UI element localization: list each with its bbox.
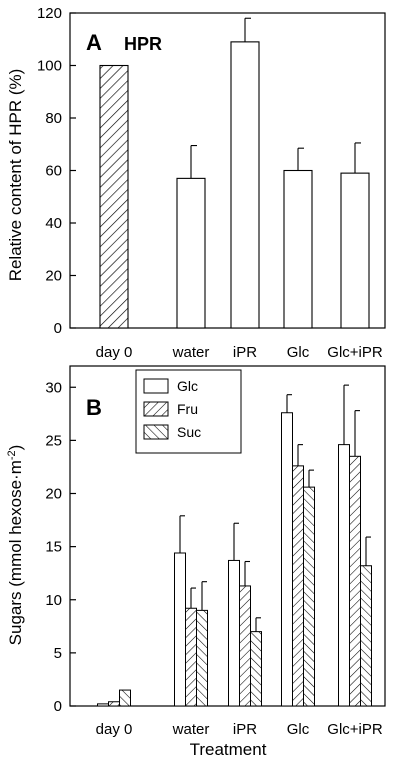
x-tick-label: Glc <box>287 344 310 361</box>
bar-fru <box>108 701 120 707</box>
panel-b-xlabel: Treatment <box>190 740 267 759</box>
x-tick-label: Glc <box>287 721 310 738</box>
bar-suc <box>119 689 131 707</box>
bar-fru <box>349 455 361 707</box>
x-tick-label: water <box>172 721 210 738</box>
bar <box>230 41 260 329</box>
x-tick-label: day 0 <box>96 344 133 361</box>
y-tick-label: 25 <box>45 432 62 449</box>
bar <box>340 172 370 329</box>
bar <box>176 177 206 329</box>
legend-swatch <box>143 424 169 440</box>
x-tick-label: iPR <box>233 344 257 361</box>
y-tick-label: 5 <box>54 645 62 662</box>
panel-b: B Sugars (mmol hexose·m-2) Treatment 0 5 1… <box>6 365 386 759</box>
y-tick-label: 30 <box>45 379 62 396</box>
y-tick-label: 20 <box>45 486 62 503</box>
panel-a: A HPR Relative content of HPR (%) 0 20 40 6… <box>6 5 386 361</box>
y-tick-label: 120 <box>37 5 62 22</box>
bar-glc <box>97 703 109 707</box>
bar-fru <box>239 585 251 707</box>
legend-swatch <box>143 401 169 417</box>
panel-b-plot: 0 5 10 15 20 25 30 day 0 water iPR Glc Glc+iPR <box>45 365 386 738</box>
x-tick-label: iPR <box>233 721 257 738</box>
legend: Glc Fru Suc <box>135 369 242 454</box>
y-tick-label: 40 <box>45 215 62 232</box>
y-tick-label: 10 <box>45 592 62 609</box>
panel-a-letter: A <box>86 30 102 55</box>
bar <box>283 169 313 329</box>
panel-a-title: HPR <box>124 34 162 54</box>
bar-fru <box>185 607 197 707</box>
panel-a-plot: 0 20 40 60 80 100 120 day 0 water iPR Glc Glc+iPR <box>37 5 386 361</box>
panel-b-letter: B <box>86 395 102 420</box>
y-tick-label: 80 <box>45 110 62 127</box>
y-tick-label: 15 <box>45 539 62 556</box>
bar-suc <box>303 486 315 707</box>
y-tick-label: 100 <box>37 58 62 75</box>
x-tick-label: water <box>172 344 210 361</box>
x-tick-label: Glc+iPR <box>327 721 383 738</box>
bar-suc <box>196 609 208 707</box>
bar-glc <box>281 412 293 707</box>
x-tick-label: Glc+iPR <box>327 344 383 361</box>
bar-glc <box>338 444 350 707</box>
bar-glc <box>228 559 240 707</box>
bar-glc <box>174 552 186 707</box>
legend-label: Suc <box>177 424 201 440</box>
panel-a-ylabel: Relative content of HPR (%) <box>6 69 25 282</box>
legend-swatch <box>143 378 169 394</box>
plot-frame <box>69 365 386 707</box>
panel-b-ylabel: Sugars (mmol hexose·m-2) <box>6 445 25 646</box>
y-tick-label: 60 <box>45 163 62 180</box>
legend-label: Fru <box>177 401 198 417</box>
bar-suc <box>250 631 262 707</box>
x-tick-label: day 0 <box>96 721 133 738</box>
bar <box>99 64 129 329</box>
y-tick-label: 0 <box>54 698 62 715</box>
legend-label: Glc <box>177 378 198 394</box>
bar-fru <box>292 465 304 707</box>
y-tick-label: 20 <box>45 268 62 285</box>
y-tick-label: 0 <box>54 320 62 337</box>
bar-suc <box>360 565 372 707</box>
